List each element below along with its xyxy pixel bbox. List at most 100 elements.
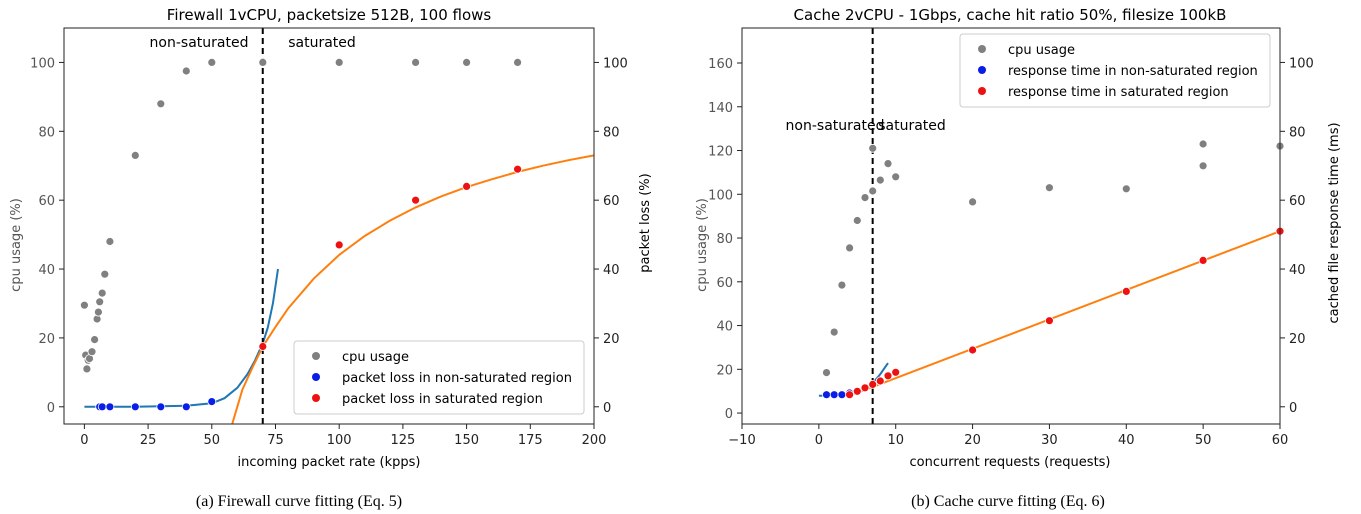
x-axis-label: concurrent requests (requests) [909, 455, 1110, 470]
chart-title: Firewall 1vCPU, packetsize 512B, 100 flo… [167, 6, 492, 24]
y-tick-label: 80 [716, 232, 733, 247]
legend-marker [978, 87, 986, 95]
y-tick-label: 80 [38, 125, 55, 140]
y2-tick-label: 20 [1289, 332, 1306, 347]
data-point [968, 197, 977, 207]
x-tick-label: 40 [1118, 433, 1135, 448]
y-tick-label: 60 [716, 276, 733, 291]
legend-entry: cpu usage [1008, 43, 1075, 58]
data-point [829, 390, 839, 400]
data-point [1198, 255, 1208, 265]
caption-b: (b) Cache curve fitting (Eq. 6) [911, 493, 1105, 510]
data-point [462, 181, 472, 191]
plot-frame [63, 27, 595, 425]
y-tick-label: 60 [38, 194, 55, 209]
annotation-saturated: saturated [878, 118, 946, 134]
x-tick-label: 100 [327, 433, 352, 448]
data-point [875, 376, 885, 386]
data-point [334, 58, 344, 67]
data-point [868, 143, 878, 153]
data-point [181, 66, 191, 76]
y-tick-label: 140 [708, 101, 733, 116]
y2-tick-label: 80 [1289, 125, 1306, 140]
fit-curve [849, 230, 1281, 397]
y2-tick-label: 20 [603, 332, 620, 347]
data-point [207, 58, 217, 67]
x-tick-label: 50 [204, 433, 221, 448]
y-tick-label: 0 [47, 401, 55, 416]
data-point [258, 58, 268, 67]
legend-marker [978, 66, 986, 74]
y2-tick-label: 60 [603, 194, 620, 209]
caption-a: (a) Firewall curve fitting (Eq. 5) [196, 493, 402, 510]
x-tick-label: 60 [1272, 433, 1289, 448]
x-tick-label: 200 [582, 433, 607, 448]
data-point [883, 159, 893, 169]
data-point [1121, 184, 1131, 194]
data-point [1198, 161, 1208, 171]
data-point [822, 368, 831, 378]
y2-tick-label: 0 [603, 401, 611, 416]
data-point [822, 390, 831, 400]
data-point [130, 150, 140, 160]
data-point [82, 364, 92, 374]
y2-axis-label: cached file response time (ms) [1327, 122, 1342, 323]
x-tick-label: 0 [80, 433, 88, 448]
data-point [860, 383, 870, 393]
x-tick-label: 0 [815, 433, 823, 448]
legend-box [293, 340, 585, 415]
data-point [860, 193, 870, 203]
data-point [97, 288, 107, 298]
data-point [829, 327, 839, 337]
data-point [845, 390, 854, 400]
data-point [95, 297, 105, 307]
data-point [462, 58, 472, 67]
data-point [891, 367, 901, 377]
legend: cpu usage packet loss in non-saturated re… [293, 340, 585, 415]
y2-tick-label: 40 [1289, 263, 1306, 278]
y-tick-label: 0 [725, 407, 733, 422]
y2-tick-label: 100 [1289, 56, 1314, 71]
legend-entry: packet loss in saturated region [342, 392, 543, 407]
data-point [97, 402, 107, 412]
data-point [80, 300, 89, 310]
data-point [513, 58, 522, 67]
data-point [411, 195, 421, 205]
annotation-non-saturated: non-saturated [150, 35, 249, 51]
x-tick-label: 20 [964, 433, 981, 448]
data-point [852, 216, 862, 225]
y-tick-label: 20 [38, 332, 55, 347]
firewall-chart: Firewall 1vCPU, packetsize 512B, 100 flo… [9, 6, 653, 470]
cache-chart: Cache 2vCPU - 1Gbps, cache hit ratio 50%… [695, 6, 1342, 470]
data-point [181, 402, 191, 412]
data-point [1198, 139, 1208, 149]
data-point [1045, 183, 1054, 193]
data-point [837, 280, 847, 290]
legend-marker [978, 45, 986, 53]
y2-tick-label: 100 [603, 56, 628, 71]
y-tick-label: 160 [708, 57, 733, 72]
y-tick-label: 40 [38, 263, 55, 278]
data-point [411, 58, 421, 67]
annotation-saturated: saturated [288, 35, 356, 51]
data-point [868, 379, 878, 389]
y2-axis-label: packet loss (%) [638, 173, 653, 272]
y-tick-label: 40 [716, 320, 733, 335]
data-point [105, 402, 115, 412]
data-point [875, 175, 885, 185]
data-point [87, 347, 97, 357]
data-point [207, 397, 217, 407]
data-point [156, 99, 166, 109]
fit-curve [84, 268, 279, 408]
legend-box [959, 33, 1271, 108]
x-tick-label: 30 [1041, 433, 1058, 448]
x-tick-label: 175 [518, 433, 543, 448]
data-point [868, 186, 878, 196]
x-tick-label: 25 [140, 433, 157, 448]
plot-frame [741, 27, 1281, 425]
y-tick-label: 100 [708, 188, 733, 203]
legend-entry: packet loss in non-saturated region [342, 371, 572, 386]
y-tick-label: 20 [716, 363, 733, 378]
data-point [883, 371, 893, 381]
data-point [837, 390, 847, 400]
